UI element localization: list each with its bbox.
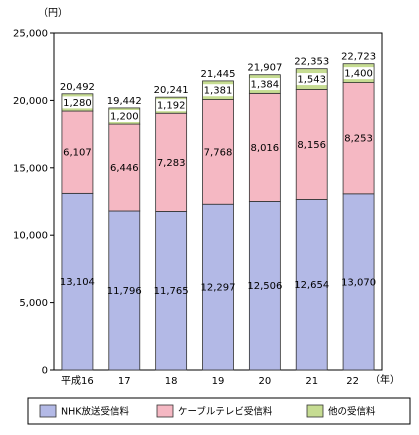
segment-value-label: 13,104 [60, 277, 95, 288]
x-tick-label: 22 [346, 376, 359, 387]
label-backing [296, 73, 327, 86]
bar-segment [61, 110, 94, 194]
segment-value-label: 6,107 [63, 148, 92, 159]
total-value-label: 22,723 [341, 52, 376, 63]
segment-value-label: 7,768 [204, 147, 233, 158]
segment-value-label: 1,280 [63, 98, 92, 109]
y-tick-label: 15,000 [13, 163, 48, 174]
x-tick-label: 18 [165, 376, 178, 387]
segment-value-label: 8,016 [251, 143, 280, 154]
segment-value-label: 6,446 [110, 163, 139, 174]
legend-label: 他の受信料 [328, 406, 376, 418]
bar-segment [108, 210, 141, 371]
total-value-label: 20,241 [154, 85, 189, 96]
x-tick-label: 17 [118, 376, 131, 387]
bar-segment [61, 192, 94, 371]
legend-swatch [39, 404, 57, 418]
segment-value-label: 1,381 [204, 86, 233, 97]
y-unit-label: （円） [38, 7, 68, 19]
segment-value-label: 1,543 [297, 75, 326, 86]
legend-swatch [156, 404, 174, 418]
y-tick-label: 10,000 [13, 231, 48, 242]
legend-label: NHK放送受信料 [61, 406, 129, 418]
bar-segment [295, 89, 328, 200]
segment-value-label: 1,384 [251, 80, 280, 91]
segment-value-label: 7,283 [157, 158, 186, 169]
label-backing [156, 99, 187, 112]
x-tick-label: 19 [212, 376, 225, 387]
x-tick-label: 20 [258, 376, 271, 387]
bar-segment [248, 92, 281, 202]
y-tick-label: 0 [42, 366, 48, 377]
x-unit-label: （年） [370, 373, 400, 386]
y-tick-label: 20,000 [13, 96, 48, 107]
legend-box [27, 397, 411, 425]
segment-value-label: 11,796 [107, 286, 142, 297]
segment-value-label: 12,297 [201, 283, 236, 294]
x-tick-label: 平成16 [61, 375, 94, 387]
bar-segment [342, 193, 375, 371]
bar-segment [248, 201, 281, 371]
segment-value-label: 12,654 [294, 280, 329, 291]
label-backing [343, 67, 374, 80]
bar-segment [202, 203, 234, 371]
label-backing [249, 78, 280, 91]
bars [61, 63, 375, 371]
y-tick-label: 25,000 [13, 29, 48, 40]
bar-segment [155, 211, 188, 371]
segment-value-label: 8,156 [297, 140, 326, 151]
segment-value-label: 12,506 [247, 281, 282, 292]
segment-value-label: 1,400 [344, 69, 373, 80]
segment-value-label: 11,765 [154, 286, 189, 297]
bar-segment [342, 82, 375, 195]
segment-value-label: 13,070 [341, 277, 376, 288]
segment-value-label: 1,200 [110, 112, 139, 123]
label-backing [203, 84, 233, 97]
data-labels: 13,104 6,107 1,280 20,492 11,796 6,446 1,200 19… [60, 52, 376, 298]
total-value-label: 21,445 [201, 69, 236, 80]
label-backing [62, 96, 93, 109]
x-tick-label: 21 [305, 376, 318, 387]
total-value-label: 19,442 [107, 96, 142, 107]
bar-segment [295, 199, 328, 371]
bar-segment [155, 112, 188, 212]
segment-value-label: 1,192 [157, 101, 186, 112]
legend-label: ケーブルテレビ受信料 [178, 406, 273, 418]
bar-segment [108, 123, 141, 212]
total-value-label: 20,492 [60, 82, 95, 93]
segment-value-label: 8,253 [344, 134, 373, 145]
legend-swatch [306, 404, 324, 418]
label-backing [109, 110, 140, 123]
legend: NHK放送受信料 ケーブルテレビ受信料 他の受信料 [27, 397, 411, 425]
y-tick-label: 5,000 [19, 298, 48, 309]
total-value-label: 22,353 [294, 57, 329, 68]
total-value-label: 21,907 [247, 63, 282, 74]
